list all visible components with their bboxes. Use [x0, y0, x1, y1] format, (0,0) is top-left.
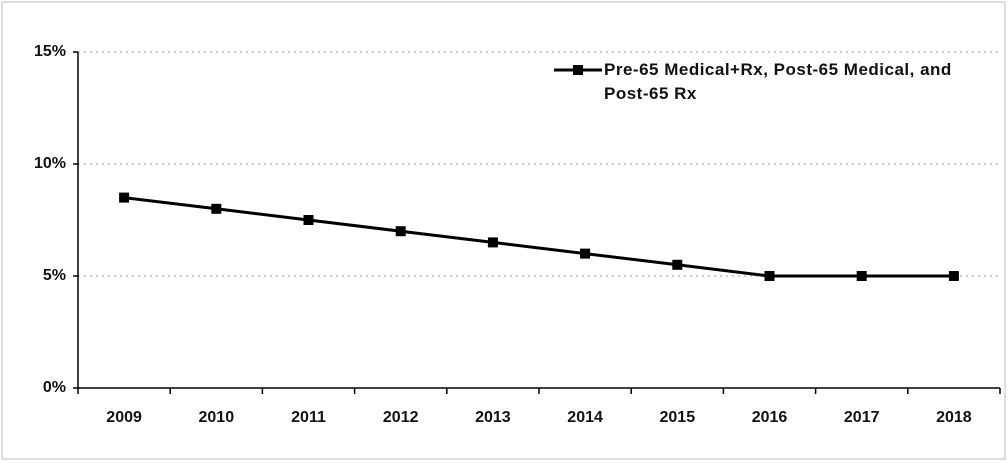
x-tick-label: 2012	[383, 409, 419, 426]
x-tick-label: 2010	[199, 409, 235, 426]
y-tick-label: 15%	[34, 43, 66, 60]
point-marker	[948, 271, 959, 281]
point-marker	[764, 271, 775, 281]
legend-swatch	[554, 65, 602, 75]
point-marker	[487, 237, 498, 248]
y-tick-label: 0%	[43, 379, 66, 396]
y-tick-label: 10%	[34, 155, 66, 172]
series-line	[123, 196, 954, 278]
legend-label: Pre-65 Medical+Rx, Post-65 Medical, and …	[604, 60, 952, 103]
x-tick-label: 2018	[936, 409, 972, 426]
x-tick-label: 2011	[291, 409, 326, 426]
point-marker	[395, 226, 406, 237]
point-marker	[580, 248, 591, 259]
x-tick-label: 2014	[567, 409, 603, 426]
point-marker	[672, 259, 683, 270]
x-tick-label: 2009	[106, 409, 142, 426]
point-marker	[211, 203, 222, 214]
y-tick-label: 5%	[43, 267, 66, 284]
x-tick-label: 2016	[752, 409, 788, 426]
x-tick-label: 2013	[475, 409, 511, 426]
legend-marker	[573, 65, 583, 75]
legend: Pre-65 Medical+Rx, Post-65 Medical, and …	[552, 58, 994, 106]
point-marker	[303, 215, 314, 225]
x-tick-label: 2017	[844, 409, 880, 426]
x-tick-label: 2015	[660, 409, 696, 426]
point-marker	[119, 192, 130, 203]
point-marker	[856, 271, 867, 281]
